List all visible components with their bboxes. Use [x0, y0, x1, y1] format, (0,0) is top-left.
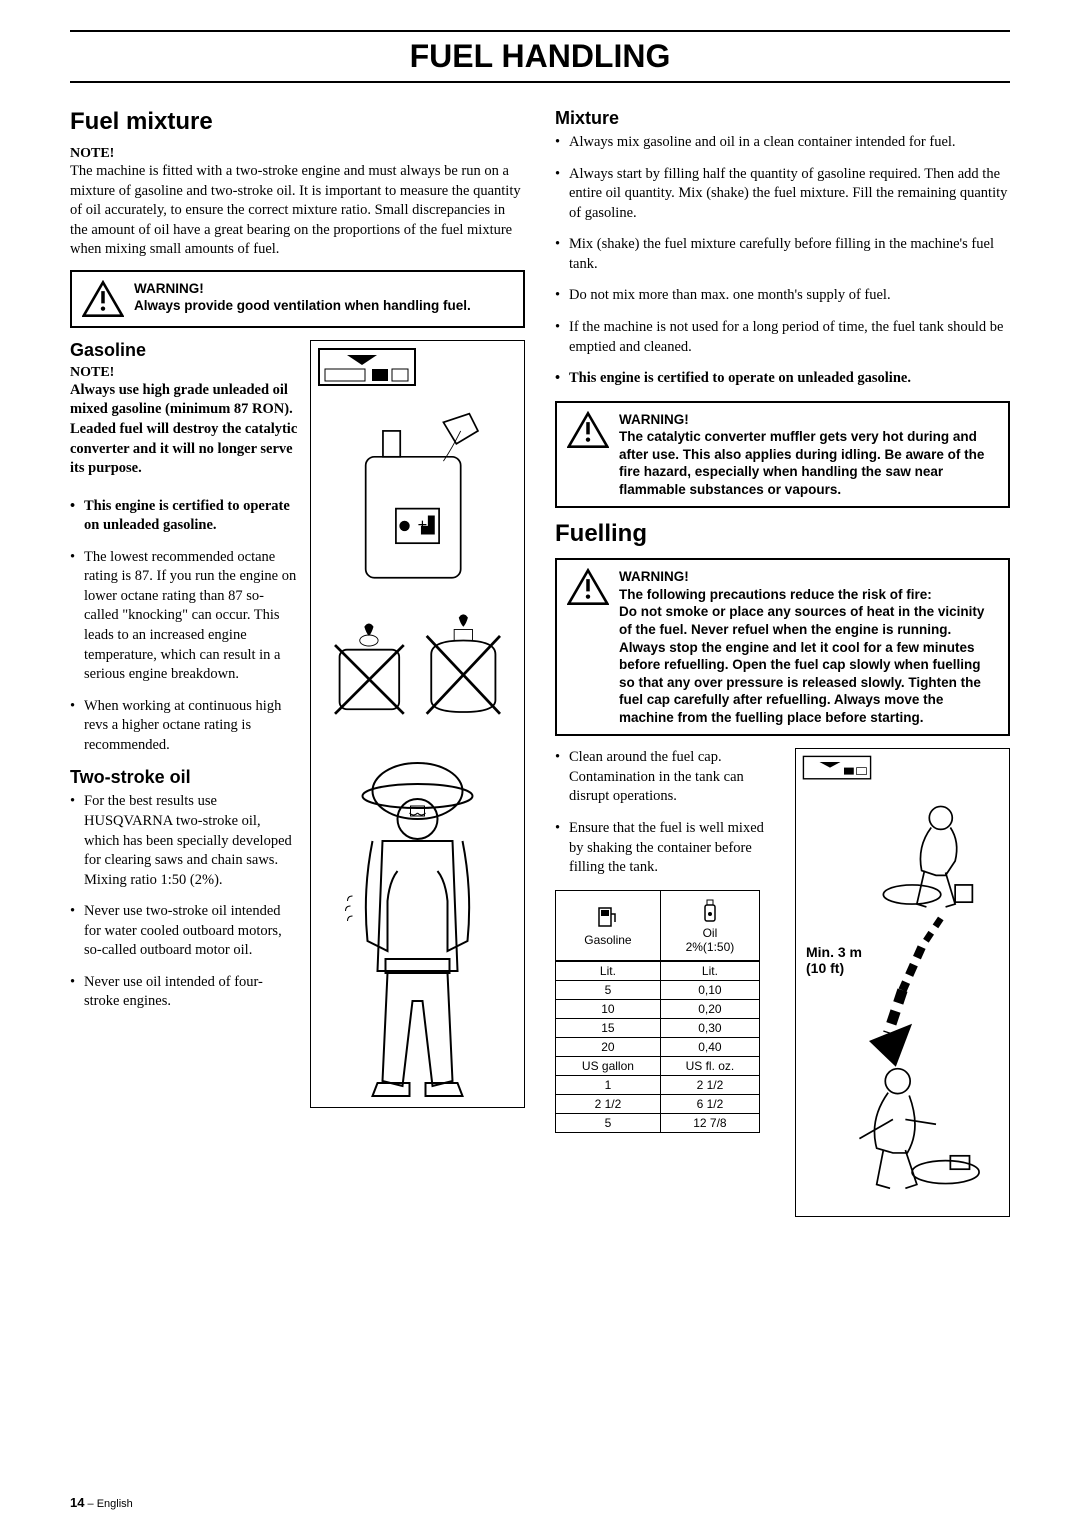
warning-text: Always provide good ventilation when han…	[134, 298, 471, 313]
twostroke-b1b: Mixing ratio 1:50 (2%).	[84, 872, 223, 888]
twostroke-b1a: For the best results use HUSQVARNA two-s…	[84, 793, 292, 868]
cell: 2 1/2	[556, 1094, 661, 1113]
cell: US fl. oz.	[660, 1056, 759, 1075]
distance-label: Min. 3 m (10 ft)	[806, 944, 886, 976]
mixture-b2: Always start by filling half the quantit…	[555, 165, 1010, 224]
gasoline-bullet-certified: This engine is certified to operate on u…	[70, 497, 298, 536]
fuelpump-icon	[595, 904, 621, 930]
cell: 15	[556, 1018, 661, 1037]
twostroke-heading: Two-stroke oil	[70, 767, 298, 788]
cell: 10	[556, 999, 661, 1018]
gasoline-heading: Gasoline	[70, 340, 298, 361]
mixture-b4: Do not mix more than max. one month's su…	[555, 286, 1010, 306]
gasoline-bullet-highrevs: When working at continuous high revs a h…	[70, 697, 298, 756]
cell: 0,30	[660, 1018, 759, 1037]
page-number: 14	[70, 1495, 84, 1510]
warning-triangle-icon	[567, 568, 609, 606]
cell: US gallon	[556, 1056, 661, 1075]
wrong-oil-icon	[317, 613, 518, 723]
gasoline-bullet-octane: The lowest recommended octane rating is …	[70, 548, 298, 685]
warning-line1: The following precautions reduce the ris…	[619, 587, 932, 602]
mixture-b1: Always mix gasoline and oil in a clean c…	[555, 133, 1010, 153]
fuel-mixture-heading: Fuel mixture	[70, 108, 525, 136]
intro-paragraph: The machine is fitted with a two-stroke …	[70, 162, 525, 260]
content-columns: Fuel mixture NOTE! The machine is fitted…	[70, 108, 1010, 1217]
cell: 1	[556, 1075, 661, 1094]
distance-arrow-icon	[869, 919, 941, 1067]
warning-title: WARNING!	[619, 411, 998, 429]
warning-line2: Do not smoke or place any sources of hea…	[619, 604, 984, 724]
warning-catalytic: WARNING! The catalytic converter muffler…	[555, 401, 1010, 509]
cell: Lit.	[556, 961, 661, 981]
warning-triangle-icon	[567, 411, 609, 449]
refuelling-figure-icon	[883, 807, 972, 908]
cell: 0,40	[660, 1037, 759, 1056]
mixture-b5: If the machine is not used for a long pe…	[555, 318, 1010, 357]
warning-triangle-icon	[82, 280, 124, 318]
warning-title: WARNING!	[619, 568, 998, 586]
cell: 6 1/2	[660, 1094, 759, 1113]
note-label: NOTE!	[70, 365, 298, 381]
mixture-heading: Mixture	[555, 108, 1010, 129]
oilbottle-icon	[701, 897, 719, 923]
warning-title: WARNING!	[134, 280, 471, 298]
fuelling-b1: Clean around the fuel cap. Contamination…	[555, 748, 780, 807]
fuelling-b2: Ensure that the fuel is well mixed by sh…	[555, 819, 780, 878]
cell: 0,20	[660, 999, 759, 1018]
page-title: FUEL HANDLING	[70, 30, 1010, 83]
gasoline-note: Always use high grade unleaded oil mixed…	[70, 381, 298, 479]
col2-label-a: Oil	[703, 926, 718, 940]
col2-label-b: 2%(1:50)	[686, 940, 735, 954]
right-column: Mixture Always mix gasoline and oil in a…	[555, 108, 1010, 1217]
warning-fire: WARNING! The following precautions reduc…	[555, 558, 1010, 736]
cell: 2 1/2	[660, 1075, 759, 1094]
cell: Lit.	[660, 961, 759, 981]
twostroke-bullet-3: Never use oil intended of four-stroke en…	[70, 973, 298, 1012]
reference-box-icon	[317, 347, 417, 387]
warning-text: The catalytic converter muffler gets ver…	[619, 429, 984, 497]
twostroke-bullet-1: For the best results use HUSQVARNA two-s…	[70, 792, 298, 890]
pouring-oil-icon: +	[317, 405, 518, 595]
starting-figure-icon	[859, 1069, 979, 1189]
cell: 12 7/8	[660, 1113, 759, 1132]
mixture-b3: Mix (shake) the fuel mixture carefully b…	[555, 235, 1010, 274]
cell: 5	[556, 980, 661, 999]
operator-icon	[317, 741, 518, 1101]
illustration-column: +	[310, 340, 525, 1108]
left-column: Fuel mixture NOTE! The machine is fitted…	[70, 108, 525, 1217]
page-footer: 14 – English	[70, 1495, 133, 1510]
note-label: NOTE!	[70, 146, 525, 162]
warning-ventilation: WARNING! Always provide good ventilation…	[70, 270, 525, 328]
cell: 20	[556, 1037, 661, 1056]
page-lang: – English	[84, 1498, 132, 1510]
reference-box-icon	[802, 755, 872, 780]
cell: 5	[556, 1113, 661, 1132]
distance-illustration: Min. 3 m (10 ft)	[795, 748, 1010, 1217]
twostroke-bullet-2: Never use two-stroke oil intended for wa…	[70, 902, 298, 961]
col1-label: Gasoline	[584, 933, 631, 947]
cell: 0,10	[660, 980, 759, 999]
mixture-b6: This engine is certified to operate on u…	[555, 369, 1010, 389]
fuelling-heading: Fuelling	[555, 520, 1010, 548]
mixture-ratio-table: Gasoline Oil 2%(1:50) Lit.Lit. 50,10 100…	[555, 890, 760, 1133]
